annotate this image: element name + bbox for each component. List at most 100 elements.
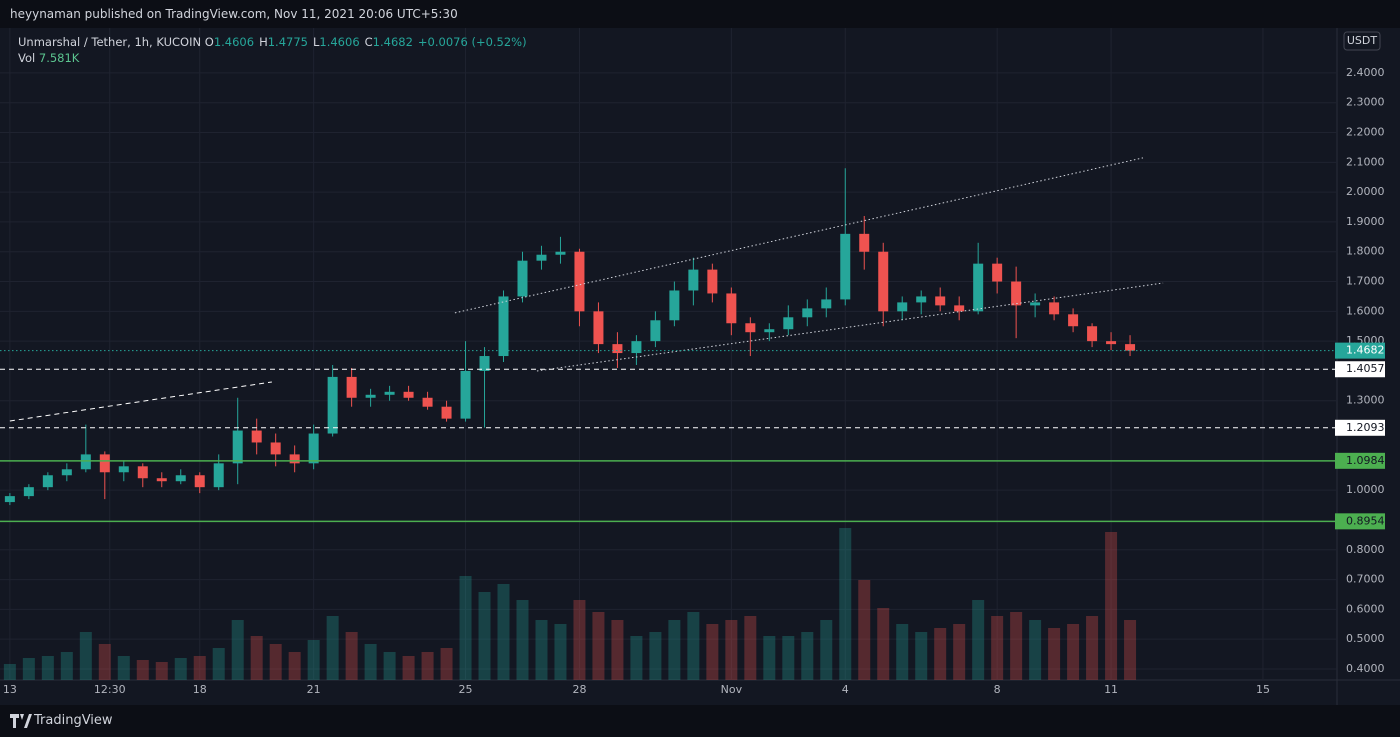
x-tick-label: 25 (459, 683, 473, 696)
volume-bar (459, 576, 472, 680)
candle-body (593, 311, 604, 345)
trend-line (454, 157, 1144, 314)
x-tick-label: 4 (842, 683, 849, 696)
candle-body (517, 260, 528, 297)
volume-line: Vol 7.581K (18, 50, 532, 66)
candle-body (555, 251, 566, 255)
volume-bar (478, 592, 491, 680)
footer: TradingView (0, 705, 1400, 737)
volume-bar (877, 608, 890, 680)
volume-bar (345, 632, 358, 680)
volume-bar (383, 652, 396, 680)
candle-body (346, 376, 357, 398)
y-tick-label: 0.5000 (1346, 632, 1385, 645)
price-label-box (1335, 452, 1385, 469)
chart: USDT 2.4000 2.3000 2.2000 2.1000 2.0000 1.9000… (0, 28, 1400, 705)
x-tick-label: 28 (572, 683, 586, 696)
volume-bar (706, 624, 719, 680)
volume-bar (288, 652, 301, 680)
candle-body (460, 370, 471, 419)
candle-body (973, 263, 984, 312)
y-tick-label: 0.8000 (1346, 543, 1385, 556)
volume-bar (402, 656, 415, 680)
volume-bar (991, 616, 1004, 680)
volume-bar (1124, 620, 1137, 680)
volume-bar (41, 656, 54, 680)
symbol: Unmarshal / Tether, 1h, KUCOIN (18, 35, 202, 49)
candle-body (745, 323, 756, 333)
candle-body (612, 344, 623, 354)
y-tick-label: 1.6000 (1346, 304, 1385, 317)
ohlc-label: L (312, 35, 320, 49)
y-tick-label: 2.1000 (1346, 155, 1385, 168)
candle-body (365, 394, 376, 398)
volume-bar (801, 632, 814, 680)
ohlc-value: 1.4606 (319, 35, 360, 49)
volume-bar (820, 620, 833, 680)
x-tick-label: Nov (721, 683, 743, 696)
ohlc-value: 1.4775 (267, 35, 308, 49)
candle-body (1068, 314, 1079, 327)
candle-body (935, 296, 946, 306)
candle-body (669, 290, 680, 321)
y-tick-label: 0.6000 (1346, 602, 1385, 615)
y-tick-label: 1.3000 (1346, 394, 1385, 407)
candle-body (1011, 281, 1022, 306)
candle-body (726, 293, 737, 324)
y-tick-label: 1.0000 (1346, 483, 1385, 496)
volume-bar (649, 632, 662, 680)
price-label-box (1335, 513, 1385, 530)
ohlc-value: 1.4682 (372, 35, 413, 49)
candle-body (878, 251, 889, 312)
x-tick-label: 13 (3, 683, 17, 696)
volume-bar (687, 612, 700, 680)
price-label: 1.4057 (1346, 362, 1385, 375)
candle-body (954, 305, 965, 312)
volume-bar (98, 644, 111, 680)
volume-bar (573, 600, 586, 680)
candle-body (992, 263, 1003, 282)
candle-body (99, 454, 110, 473)
volume-bar (535, 620, 548, 680)
volume-bar (592, 612, 605, 680)
y-tick-label: 2.2000 (1346, 126, 1385, 139)
currency: USDT (1347, 34, 1378, 47)
candle-body (251, 430, 262, 443)
volume-bar (934, 628, 947, 680)
legend: Unmarshal / Tether, 1h, KUCOIN O1.4606 H1… (18, 34, 532, 66)
volume-bar (1029, 620, 1042, 680)
volume-bar (915, 632, 928, 680)
candle-body (422, 397, 433, 407)
volume-bar (1105, 532, 1118, 680)
candle-body (574, 251, 585, 312)
y-tick-label: 1.8000 (1346, 245, 1385, 258)
ohlc-value: 1.4606 (213, 35, 255, 49)
y-tick-label: 1.7000 (1346, 275, 1385, 288)
volume-bar (611, 620, 624, 680)
candle-body (403, 391, 414, 398)
candle-body (821, 299, 832, 309)
candle-body (213, 463, 224, 488)
ohlc: O1.4606 H1.4775 L1.4606 C1.4682 (205, 35, 418, 49)
volume-bar (630, 636, 643, 680)
candle-body (707, 269, 718, 294)
ohlc-label: H (259, 35, 268, 49)
change: +0.0076 (+0.52%) (417, 35, 527, 49)
volume-bar (1010, 612, 1023, 680)
volume-bar (364, 644, 377, 680)
candle-body (384, 391, 395, 395)
x-tick-label: 8 (994, 683, 1001, 696)
ohlc-label: O (204, 35, 214, 49)
logo (10, 714, 32, 728)
volume-bar (22, 658, 35, 680)
candle-body (650, 320, 661, 342)
volume-last: 7.581K (38, 51, 80, 65)
volume-bar (972, 600, 985, 680)
trend-line (536, 282, 1164, 372)
volume-name: Vol (18, 51, 36, 65)
volume-bar (1067, 624, 1080, 680)
candle-body (80, 454, 91, 470)
candle-body (897, 302, 908, 312)
candle-body (61, 469, 72, 476)
volume-bar (896, 624, 909, 680)
